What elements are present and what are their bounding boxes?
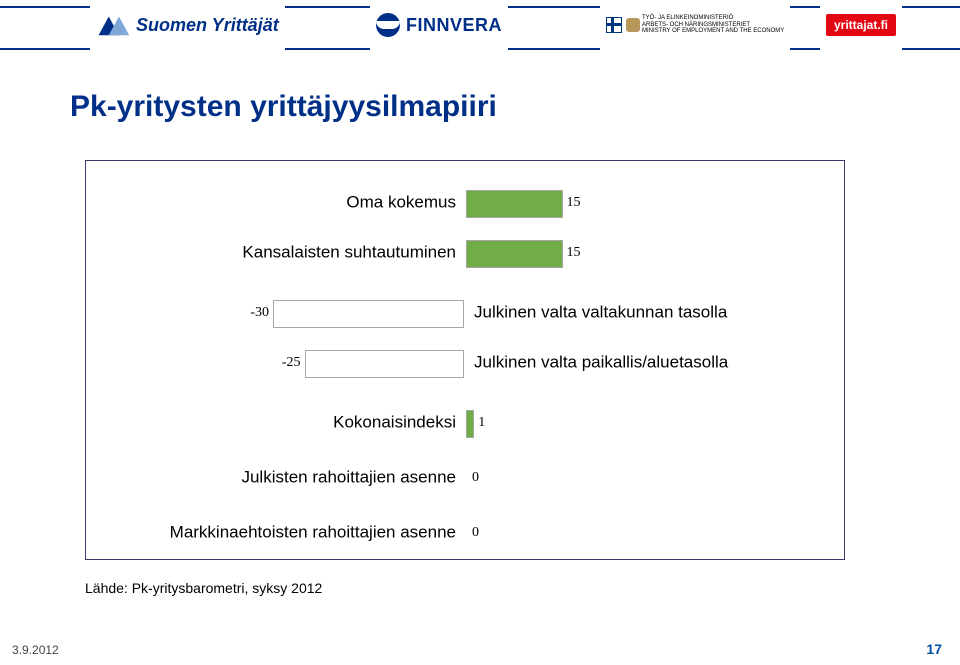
chart-category-label: Oma kokemus: [346, 194, 456, 213]
header-bar: Suomen Yrittäjät FINNVERA TYÖ- JA ELINKE…: [0, 0, 960, 50]
chart-category-label: Kansalaisten suhtautuminen: [242, 244, 456, 263]
finland-flag-icon: [606, 17, 622, 33]
footer-date: 3.9.2012: [12, 643, 59, 657]
chart-row: Markkinaehtoisten rahoittajien asenne 0: [86, 516, 844, 550]
chart-bar: [273, 300, 464, 328]
chart-value-label: 0: [472, 470, 479, 486]
chart-bar: [466, 190, 563, 218]
finnvera-logo-text: FINNVERA: [406, 15, 502, 36]
yrittajat-fi-badge: yrittajat.fi: [826, 14, 896, 36]
chart-bar: [305, 350, 465, 378]
chart-value-label: -30: [250, 305, 269, 321]
chart-category-label: Julkinen valta valtakunnan tasolla: [474, 304, 727, 323]
chart-bar: [466, 410, 474, 438]
chart-row: Julkinen valta paikallis/aluetasolla -25: [86, 346, 844, 380]
chart-value-label: 15: [567, 245, 581, 261]
sy-logo-mark: [96, 13, 130, 37]
footer-page-number: 17: [926, 641, 942, 657]
chart-container: Oma kokemus 15 Kansalaisten suhtautuminen 1…: [85, 160, 845, 560]
chart-bar: [466, 240, 563, 268]
chart-category-label: Markkinaehtoisten rahoittajien asenne: [170, 524, 456, 543]
chart-row: Julkisten rahoittajien asenne 0: [86, 461, 844, 495]
logo-suomen-yrittajat: Suomen Yrittäjät: [90, 0, 285, 50]
chart-value-label: 1: [478, 415, 485, 431]
logo-finnvera: FINNVERA: [370, 0, 508, 50]
chart-category-label: Julkinen valta paikallis/aluetasolla: [474, 354, 728, 373]
lion-emblem-icon: [626, 18, 640, 32]
chart-row: Julkinen valta valtakunnan tasolla -30: [86, 296, 844, 330]
ministry-text: TYÖ- JA ELINKEINOMINISTERIÖ ARBETS- OCH …: [642, 15, 784, 35]
chart-row: Oma kokemus 15: [86, 186, 844, 220]
logo-ministry: TYÖ- JA ELINKEINOMINISTERIÖ ARBETS- OCH …: [600, 0, 790, 50]
source-citation: Lähde: Pk-yritysbarometri, syksy 2012: [85, 580, 322, 596]
page-title: Pk-yritysten yrittäjyysilmapiiri: [70, 90, 497, 124]
logo-yrittajat-fi: yrittajat.fi: [820, 0, 902, 50]
chart-category-label: Julkisten rahoittajien asenne: [241, 469, 456, 488]
chart-category-label: Kokonaisindeksi: [333, 414, 456, 433]
chart-value-label: -25: [282, 355, 301, 371]
finnvera-mark-icon: [376, 13, 400, 37]
chart-row: Kokonaisindeksi 1: [86, 406, 844, 440]
chart-value-label: 15: [567, 195, 581, 211]
chart-value-label: 0: [472, 525, 479, 541]
sy-logo-text: Suomen Yrittäjät: [136, 15, 279, 36]
chart-row: Kansalaisten suhtautuminen 15: [86, 236, 844, 270]
